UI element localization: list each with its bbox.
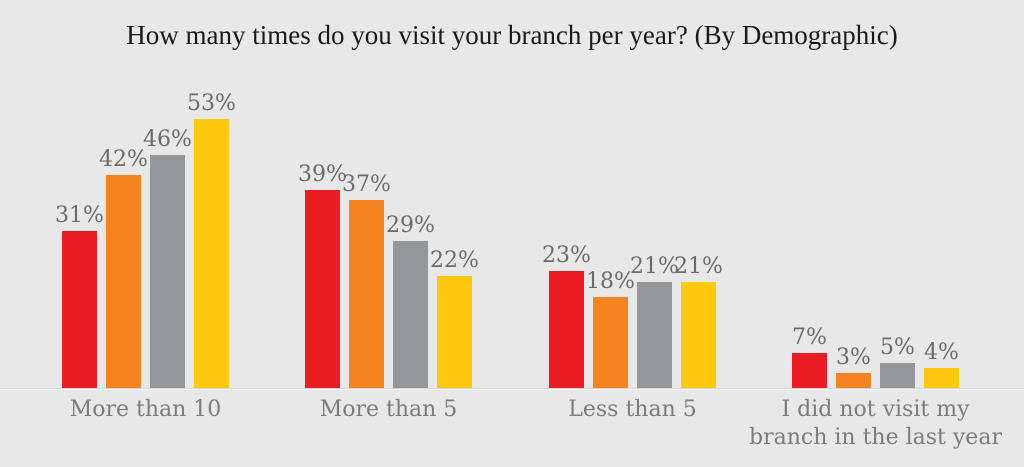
bar-series-orange-cat4 — [836, 373, 871, 388]
value-label-series-yellow-cat3: 21% — [674, 254, 723, 279]
category-label-line: I did not visit my — [781, 397, 970, 422]
value-label-series-orange-cat3: 18% — [586, 269, 635, 294]
bar-series-red-cat2 — [305, 190, 340, 388]
bar-series-orange-cat2 — [349, 200, 384, 388]
bar-series-red-cat1 — [62, 231, 97, 388]
category-label-line: More than 10 — [69, 397, 222, 422]
bar-series-red-cat3 — [549, 271, 584, 388]
value-label-series-yellow-cat1: 53% — [187, 91, 236, 116]
bar-series-red-cat4 — [792, 353, 827, 388]
value-label-series-gray-cat1: 46% — [143, 127, 192, 152]
value-label-series-gray-cat4: 5% — [880, 335, 915, 360]
bar-series-gray-cat1 — [150, 155, 185, 388]
value-label-series-gray-cat3: 21% — [630, 254, 679, 279]
bar-series-yellow-cat1 — [194, 119, 229, 388]
chart-title: How many times do you visit your branch … — [126, 20, 898, 50]
x-axis-line — [0, 388, 1024, 390]
value-label-series-orange-cat1: 42% — [99, 147, 148, 172]
category-label-line: branch in the last year — [749, 425, 1002, 450]
category-label-line: More than 5 — [319, 397, 458, 422]
category-label-2: More than 5 — [259, 396, 519, 424]
value-label-series-orange-cat4: 3% — [836, 345, 871, 370]
bar-series-yellow-cat3 — [681, 282, 716, 388]
bar-series-orange-cat3 — [593, 297, 628, 388]
value-label-series-yellow-cat4: 4% — [924, 340, 959, 365]
value-label-series-red-cat2: 39% — [298, 162, 347, 187]
bar-series-gray-cat4 — [880, 363, 915, 388]
category-label-3: Less than 5 — [503, 396, 763, 424]
bar-series-orange-cat1 — [106, 175, 141, 388]
bar-series-yellow-cat2 — [437, 276, 472, 388]
category-label-4: I did not visit my branch in the last yea… — [746, 396, 1006, 452]
bar-series-gray-cat3 — [637, 282, 672, 388]
value-label-series-orange-cat2: 37% — [342, 172, 391, 197]
value-label-series-yellow-cat2: 22% — [430, 248, 479, 273]
bar-series-yellow-cat4 — [924, 368, 959, 388]
category-label-line: Less than 5 — [568, 397, 697, 422]
category-label-1: More than 10 — [16, 396, 276, 424]
value-label-series-red-cat4: 7% — [792, 325, 827, 350]
bar-series-gray-cat2 — [393, 241, 428, 388]
value-label-series-red-cat1: 31% — [55, 203, 104, 228]
value-label-series-red-cat3: 23% — [542, 243, 591, 268]
value-label-series-gray-cat2: 29% — [386, 213, 435, 238]
